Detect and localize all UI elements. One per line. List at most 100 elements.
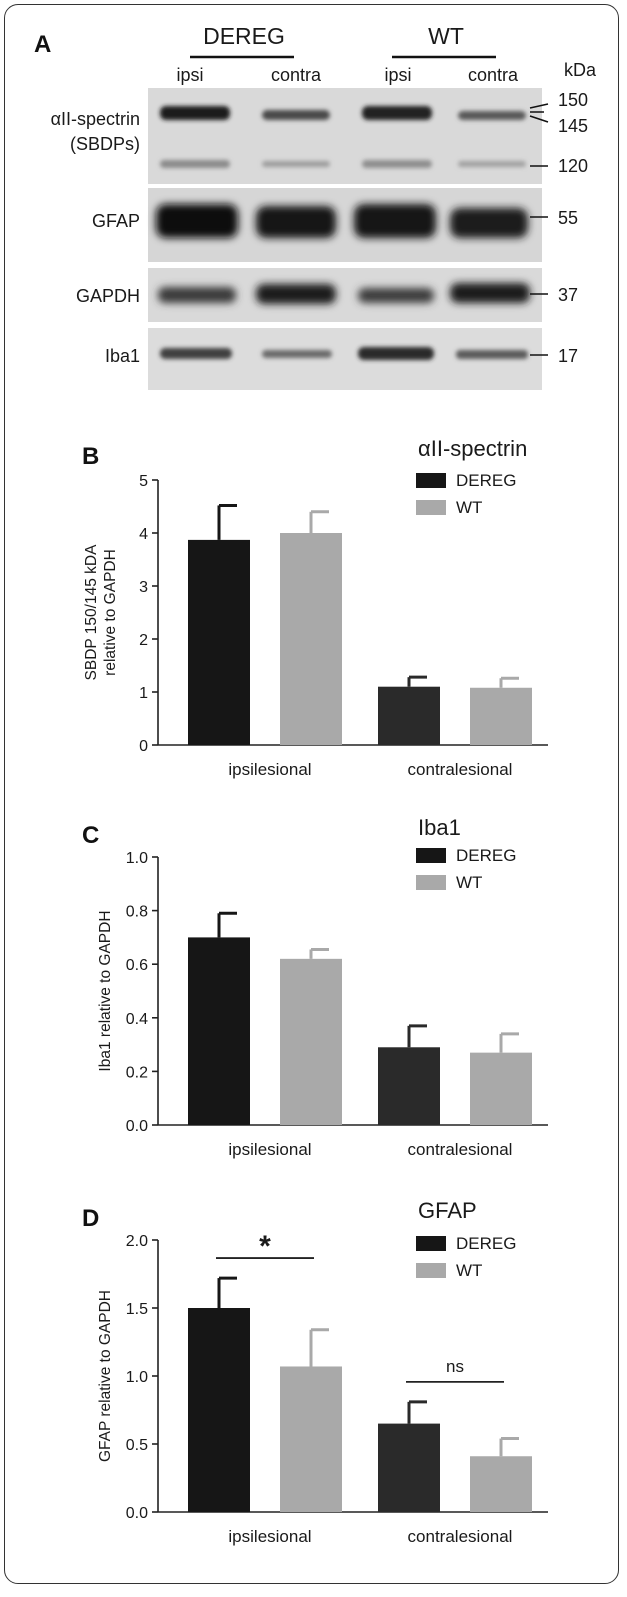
blot-row-label: αII-spectrin <box>51 109 140 129</box>
legend-label: DEREG <box>456 1234 516 1253</box>
bar-chart-iba1: C Iba1 DEREG WT 0.0 0.2 0.4 0.6 0.8 1.0 Iba1 relat… <box>82 815 548 1159</box>
blot-band <box>262 161 330 167</box>
bar <box>470 687 532 745</box>
y-axis-label: relative to GAPDH <box>102 549 119 676</box>
blot-band <box>450 283 530 303</box>
blot-row-label: Iba1 <box>105 346 140 366</box>
bar <box>378 1047 440 1125</box>
y-tick-label: 2 <box>139 632 148 649</box>
bar <box>188 539 250 745</box>
western-blot-panel: A DEREG WT ipsi contra ipsi contra kDa α… <box>34 23 597 390</box>
bar <box>280 958 342 1125</box>
marker-ticks-150-145 <box>529 103 549 123</box>
blot-band <box>158 287 236 303</box>
y-axis-label: SBDP 150/145 kDA <box>83 544 100 681</box>
blot-band <box>456 350 528 359</box>
blot-band <box>358 347 434 360</box>
y-tick-label: 0.4 <box>126 1011 148 1028</box>
blot-band <box>160 348 232 359</box>
blot-band <box>354 204 436 238</box>
y-tick-label: 1.0 <box>126 850 148 867</box>
group-label-wt: WT <box>428 23 464 49</box>
blot-band <box>458 111 526 120</box>
y-tick-label: 1 <box>139 685 148 702</box>
bar <box>378 1423 440 1512</box>
x-category-label: ipsilesional <box>228 760 311 779</box>
blot-band <box>256 284 336 304</box>
bar <box>378 686 440 745</box>
marker-label: 120 <box>558 156 588 176</box>
blot-band <box>262 110 330 120</box>
blot-band <box>160 106 230 120</box>
blot-row-label: GFAP <box>92 211 140 231</box>
panel-label: B <box>82 443 99 470</box>
y-tick-label: 0.2 <box>126 1064 148 1081</box>
kda-label: kDa <box>564 60 597 80</box>
y-tick-label: 3 <box>139 579 148 596</box>
y-tick-label: 1.5 <box>126 1301 148 1318</box>
panel-label-a: A <box>34 31 51 58</box>
blot-band <box>262 350 332 358</box>
lane-label: contra <box>468 65 519 85</box>
marker-label: 17 <box>558 346 578 366</box>
x-category-label: contralesional <box>408 1140 513 1159</box>
bar <box>280 533 342 745</box>
marker-label: 37 <box>558 285 578 305</box>
marker-label: 150 <box>558 90 588 110</box>
x-category-label: contralesional <box>408 1527 513 1546</box>
y-tick-label: 0.5 <box>126 1437 148 1454</box>
chart-title: GFAP <box>418 1198 477 1223</box>
blot-row-gapdh: GAPDH 37 <box>76 268 578 322</box>
legend-swatch <box>416 848 446 863</box>
group-label-dereg: DEREG <box>203 23 285 49</box>
figure-frame <box>4 4 619 1584</box>
panel-label: C <box>82 822 99 849</box>
significance-label: ns <box>446 1357 464 1376</box>
legend-swatch <box>416 875 446 890</box>
y-axis-label: GFAP relative to GAPDH <box>97 1290 114 1462</box>
legend-swatch <box>416 473 446 488</box>
blot-row-iba1: Iba1 17 <box>105 328 578 390</box>
blot-band <box>362 106 432 120</box>
blot-row-label: (SBDPs) <box>70 134 140 154</box>
bar <box>470 1052 532 1125</box>
bar <box>188 937 250 1125</box>
y-tick-label: 5 <box>139 473 148 490</box>
blot-band <box>256 206 336 238</box>
bar <box>470 1456 532 1512</box>
lane-label: ipsi <box>384 65 411 85</box>
chart-title: αII-spectrin <box>418 436 527 461</box>
legend-label: DEREG <box>456 471 516 490</box>
blot-band <box>362 160 432 168</box>
lane-label: ipsi <box>176 65 203 85</box>
y-axis-label: Iba1 relative to GAPDH <box>97 910 114 1071</box>
y-tick-label: 2.0 <box>126 1233 148 1250</box>
blot-band <box>450 208 528 238</box>
blot-row-spectrin: αII-spectrin (SBDPs) 150 145 120 <box>51 88 588 184</box>
x-category-label: contralesional <box>408 760 513 779</box>
x-category-label: ipsilesional <box>228 1527 311 1546</box>
blot-band <box>458 161 526 167</box>
bar-chart-gfap: D GFAP DEREG WT 0.0 0.5 1.0 1.5 2.0 GFAP relative… <box>82 1198 548 1546</box>
blot-row-gfap: GFAP 55 <box>92 188 578 262</box>
y-tick-label: 0.0 <box>126 1118 148 1135</box>
marker-label: 145 <box>558 116 588 136</box>
legend-label: DEREG <box>456 846 516 865</box>
y-tick-label: 0.6 <box>126 957 148 974</box>
y-tick-label: 0.8 <box>126 904 148 921</box>
bar <box>188 1308 250 1512</box>
lane-label: contra <box>271 65 322 85</box>
blot-band <box>156 204 238 238</box>
bar <box>280 1366 342 1512</box>
y-tick-label: 1.0 <box>126 1369 148 1386</box>
legend-swatch <box>416 1263 446 1278</box>
x-category-label: ipsilesional <box>228 1140 311 1159</box>
legend-swatch <box>416 500 446 515</box>
legend-label: WT <box>456 498 482 517</box>
chart-title: Iba1 <box>418 815 461 840</box>
panel-label: D <box>82 1205 99 1232</box>
legend-swatch <box>416 1236 446 1251</box>
